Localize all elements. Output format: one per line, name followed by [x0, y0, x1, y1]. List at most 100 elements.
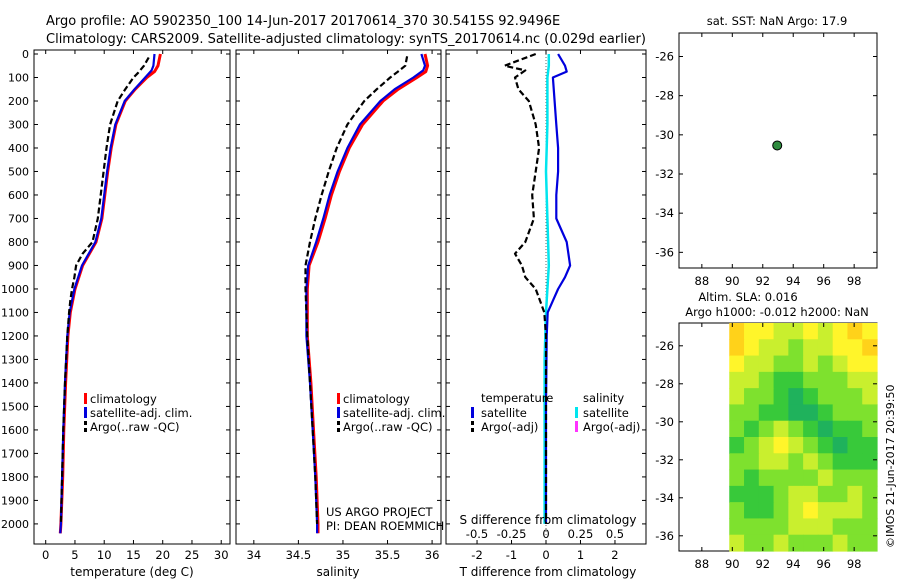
header-line-2: Climatology: CARS2009. Satellite-adjuste… [46, 32, 646, 47]
top-tick-label: 0 [542, 527, 549, 541]
heatmap-cell [803, 371, 819, 389]
legend-label-temp-satellite: satellite [481, 406, 527, 420]
heatmap-cell [773, 534, 789, 552]
heatmap-cell [773, 485, 789, 503]
heatmap-cell [788, 323, 804, 340]
heatmap-cell [862, 485, 878, 503]
difference-lines [503, 52, 572, 538]
heatmap-cell [862, 404, 878, 422]
heatmap-cell [744, 323, 760, 340]
heatmap-cell [773, 339, 789, 357]
x-tick-label: 15 [126, 548, 141, 562]
x-tick-label: 20 [155, 548, 170, 562]
altimetry-title-line-1: Altim. SLA: 0.016 [698, 290, 797, 304]
heatmap-cell [744, 534, 760, 552]
legend-label-temp-argo: Argo(-adj) [481, 420, 538, 434]
heatmap-cell [758, 355, 775, 373]
temperature-lines [58, 53, 162, 534]
heatmap-cell [729, 355, 745, 373]
header-line-1: Argo profile: AO 5902350_100 14-Jun-2017… [46, 14, 560, 29]
legend-swatch-satellite [337, 407, 340, 418]
depth-tick-label: 400 [8, 142, 29, 155]
depth-tick-label: 1500 [1, 400, 29, 413]
map-x-tick-label: 94 [786, 557, 801, 571]
map-y-tick-label: -36 [655, 245, 674, 259]
heatmap-cell [788, 371, 804, 389]
heatmap-cell [773, 502, 789, 520]
salinity-satellite-line [543, 54, 551, 524]
map-x-tick-label: 98 [847, 274, 862, 288]
heatmap-cell [744, 453, 760, 471]
heatmap-cell [832, 404, 849, 422]
heatmap-cell [803, 437, 819, 454]
heatmap-cell [832, 534, 849, 552]
heatmap-cell [729, 485, 745, 503]
heatmap-cell [817, 404, 834, 422]
heatmap-cell [744, 355, 760, 373]
heatmap-cell [847, 437, 863, 454]
project-label: US ARGO PROJECT [326, 505, 434, 519]
heatmap-cell [803, 355, 819, 373]
heatmap-cell [847, 502, 863, 520]
heatmap-cell [817, 469, 834, 487]
heatmap-cell [803, 323, 819, 340]
heatmap-cell [832, 388, 849, 406]
heatmap-cell [744, 518, 760, 536]
legend-swatch-climatology [337, 393, 340, 404]
position-map-points [772, 140, 783, 151]
pi-label: PI: DEAN ROEMMICH [326, 519, 444, 533]
heatmap-cell [773, 437, 789, 454]
heatmap-cell [758, 534, 775, 552]
legend-title-temperature: temperature [481, 391, 553, 405]
heatmap-cell [744, 388, 760, 406]
heatmap-cell [847, 371, 863, 389]
heatmap-cell [817, 453, 834, 471]
map-x-tick-label: 90 [725, 557, 740, 571]
heatmap-cell [847, 453, 863, 471]
heatmap-cell [803, 469, 819, 487]
difference-legend: temperature satellite Argo(-adj) salinit… [471, 391, 640, 434]
x-tick-label: 25 [185, 548, 200, 562]
heatmap-cell [803, 502, 819, 520]
legend-swatch-satellite [84, 407, 87, 418]
heatmap-cell [729, 437, 745, 454]
depth-tick-label: 500 [8, 165, 29, 178]
depth-tick-label: 800 [8, 236, 29, 249]
heatmap-cell [729, 339, 745, 357]
depth-tick-label: 300 [8, 118, 29, 131]
legend-swatch-argo-a [337, 421, 340, 425]
heatmap-cell [758, 323, 775, 340]
heatmap-cell [862, 371, 878, 389]
map-y-tick-label: -34 [655, 491, 674, 505]
x-tick-label: 34.5 [286, 548, 312, 562]
heatmap-cell [803, 485, 819, 503]
heatmap-cell [788, 485, 804, 503]
x-tick-label: 30 [214, 548, 229, 562]
heatmap-cell [832, 339, 849, 357]
map-x-tick-label: 94 [786, 274, 801, 288]
heatmap-cell [803, 388, 819, 406]
heatmap-cell [773, 371, 789, 389]
heatmap-cell [803, 404, 819, 422]
heatmap-cell [862, 323, 878, 340]
heatmap-cell [729, 502, 745, 520]
legend-swatch-temp-satellite [471, 407, 474, 418]
heatmap-cell [862, 469, 878, 487]
heatmap-cell [803, 518, 819, 536]
map-y-tick-label: -30 [655, 128, 674, 142]
heatmap-cell [862, 453, 878, 471]
argo-line [304, 56, 409, 524]
depth-tick-label: 100 [8, 71, 29, 84]
map-x-tick-label: 88 [695, 557, 710, 571]
heatmap-cell [832, 437, 849, 454]
heatmap-cell [758, 420, 775, 438]
position-map-panel: sat. SST: NaN Argo: 17.9 88 90 92 94 96 98 -26… [655, 14, 878, 288]
x-tick-label: 2 [611, 548, 618, 562]
x-tick-label: 36 [425, 548, 440, 562]
salinity-x-ticks: 34 34.5 35 35.5 36 [247, 50, 440, 562]
x-tick-label: 0 [542, 548, 549, 562]
heatmap-cell [817, 502, 834, 520]
heatmap-cell [832, 355, 849, 373]
heatmap-cell [817, 420, 834, 438]
depth-tick-label: 1000 [1, 283, 29, 296]
